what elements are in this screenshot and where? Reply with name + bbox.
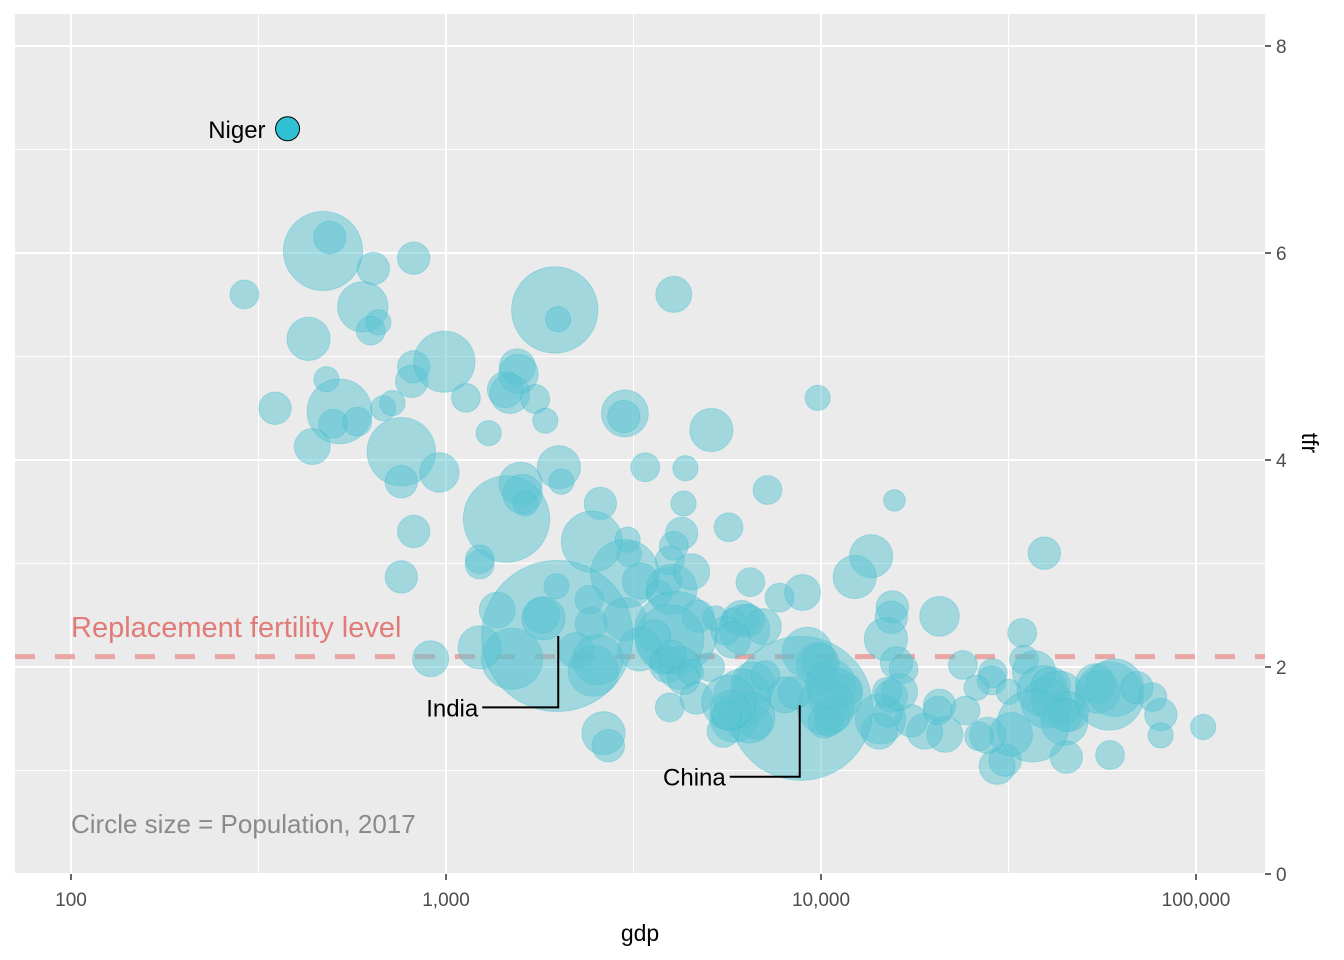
bubble-point [384, 465, 419, 499]
bubble-point [464, 549, 495, 580]
x-tick-label: 100 [55, 890, 87, 911]
label-niger: Niger [208, 117, 265, 144]
bubble-point [475, 419, 502, 447]
bubbles-layer [229, 210, 1217, 785]
y-axis-title: tfr [1297, 433, 1323, 454]
y-axis-ticks: 0 2 4 6 8 [1265, 37, 1287, 886]
bubble-point [607, 399, 641, 434]
y-tick-label: 2 [1276, 658, 1287, 679]
bubble-point [947, 650, 978, 680]
india-leader-line [482, 635, 560, 709]
bubble-point [355, 315, 386, 346]
bubble-point [735, 567, 766, 598]
bubble-point [672, 455, 699, 482]
bubble-point [950, 695, 981, 726]
bubble-point [532, 407, 559, 434]
bubble-point [413, 330, 476, 393]
bubble-point [963, 674, 990, 701]
bubble-point [752, 475, 783, 505]
bubble-point [1095, 740, 1125, 770]
bubble-point [713, 512, 744, 543]
bubble-point [548, 468, 575, 495]
china-leader-line [729, 705, 801, 778]
x-tick-label: 10,000 [792, 890, 850, 911]
bubble-point [711, 700, 742, 731]
bubble-point [964, 721, 995, 752]
bubble-point [673, 553, 711, 591]
bubble-point [1007, 617, 1038, 648]
bubble-point [744, 608, 782, 646]
bubble-point [419, 452, 460, 493]
bubble-point [713, 621, 751, 659]
bubble-point [396, 241, 431, 275]
bubble-point [379, 389, 406, 417]
bubble-point [544, 306, 572, 333]
bubble-point [396, 514, 431, 549]
bubble-point [591, 728, 626, 763]
bubble-point [342, 406, 373, 437]
niger-highlight-point[interactable] [275, 116, 301, 142]
bubble-point [804, 384, 831, 411]
bubble-point [656, 639, 687, 670]
y-tick-label: 4 [1276, 451, 1287, 472]
x-axis-title: gdp [621, 920, 659, 946]
x-tick-label: 100,000 [1162, 890, 1231, 911]
bubble-point [313, 220, 347, 255]
replacement-fertility-label: Replacement fertility level [71, 612, 401, 644]
bubble-point [451, 383, 481, 413]
bubble-point [286, 316, 331, 362]
country-callouts: Niger India China [208, 117, 801, 792]
x-tick-label: 1,000 [422, 890, 470, 911]
bubble-point [1027, 536, 1062, 570]
bubble-point [630, 452, 661, 483]
y-tick-label: 8 [1276, 37, 1287, 58]
bubble-point [356, 251, 391, 286]
bubble-point [258, 391, 292, 425]
bubble-point [832, 554, 877, 600]
bubble-point [384, 560, 419, 594]
x-axis-ticks: 100 1,000 10,000 100,000 [55, 874, 1230, 911]
bubble-point [777, 676, 812, 710]
bubble-point [919, 595, 960, 637]
bubble-point [670, 490, 697, 517]
bubble-point [689, 407, 734, 453]
y-tick-label: 0 [1276, 865, 1287, 886]
bubble-point [1147, 722, 1174, 749]
bubble-point [883, 489, 906, 512]
bubble-point [655, 275, 693, 313]
circle-size-caption: Circle size = Population, 2017 [71, 809, 416, 839]
y-tick-label: 6 [1276, 244, 1287, 265]
bubble-point [412, 640, 450, 678]
bubble-point [750, 660, 781, 691]
bubble-point [923, 695, 953, 726]
label-india: India [426, 695, 479, 722]
bubble-point [695, 652, 725, 682]
bubble-point [1190, 713, 1217, 741]
minor-gridlines [15, 14, 1265, 874]
bubble-point [462, 475, 551, 563]
bubble-point [764, 582, 795, 613]
bubble-point [229, 279, 260, 310]
bubble-point [293, 428, 331, 466]
bubble-point [521, 596, 566, 641]
label-china: China [663, 765, 726, 792]
bubble-point [872, 676, 902, 707]
